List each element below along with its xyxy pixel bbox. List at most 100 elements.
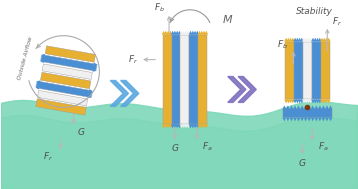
Polygon shape [300, 105, 304, 109]
Polygon shape [162, 31, 166, 35]
Polygon shape [89, 89, 93, 92]
Polygon shape [187, 124, 190, 128]
Polygon shape [302, 99, 306, 103]
Polygon shape [44, 55, 94, 71]
Bar [282, 109, 332, 117]
Polygon shape [93, 67, 97, 69]
Bar [312, 42, 321, 99]
Polygon shape [286, 99, 290, 103]
Polygon shape [41, 56, 45, 58]
Polygon shape [318, 99, 322, 103]
Polygon shape [322, 99, 326, 103]
Polygon shape [40, 59, 44, 62]
Polygon shape [36, 99, 86, 115]
Polygon shape [311, 117, 315, 121]
Polygon shape [306, 99, 310, 103]
Polygon shape [311, 38, 315, 42]
Polygon shape [296, 117, 300, 121]
Polygon shape [88, 94, 92, 97]
Polygon shape [187, 31, 190, 35]
Bar [198, 35, 207, 124]
Polygon shape [321, 105, 325, 109]
Polygon shape [329, 117, 333, 121]
Polygon shape [42, 64, 92, 79]
Polygon shape [309, 99, 313, 103]
Polygon shape [40, 57, 44, 60]
Text: $G$: $G$ [171, 142, 179, 153]
Polygon shape [193, 124, 197, 128]
Polygon shape [180, 124, 184, 128]
Polygon shape [88, 94, 92, 97]
Polygon shape [325, 105, 329, 109]
Polygon shape [36, 82, 40, 85]
Polygon shape [88, 95, 92, 98]
Polygon shape [320, 99, 324, 103]
Polygon shape [315, 38, 319, 42]
Polygon shape [40, 59, 44, 62]
Polygon shape [184, 31, 188, 35]
Polygon shape [121, 81, 139, 106]
Polygon shape [320, 38, 324, 42]
Polygon shape [173, 31, 177, 35]
Polygon shape [311, 99, 315, 103]
Polygon shape [293, 105, 297, 109]
Text: $F_a$: $F_a$ [318, 141, 329, 153]
Polygon shape [202, 124, 206, 128]
Polygon shape [164, 124, 168, 128]
Polygon shape [184, 124, 188, 128]
Polygon shape [200, 124, 204, 128]
Polygon shape [324, 99, 328, 103]
Polygon shape [162, 124, 166, 128]
Polygon shape [93, 68, 97, 71]
Polygon shape [182, 31, 186, 35]
Polygon shape [177, 124, 182, 128]
Polygon shape [297, 38, 301, 42]
Polygon shape [195, 124, 199, 128]
Polygon shape [304, 99, 308, 103]
Polygon shape [282, 105, 286, 109]
Polygon shape [293, 117, 297, 121]
Polygon shape [321, 117, 325, 121]
Polygon shape [93, 67, 97, 70]
Polygon shape [284, 38, 288, 42]
Text: $F_r$: $F_r$ [332, 15, 342, 28]
Polygon shape [171, 31, 175, 35]
Bar [171, 35, 180, 124]
Polygon shape [36, 81, 40, 83]
Polygon shape [286, 117, 290, 121]
Polygon shape [168, 31, 173, 35]
Text: Stability: Stability [296, 7, 333, 16]
Polygon shape [322, 38, 326, 42]
Polygon shape [36, 81, 40, 84]
Bar [303, 42, 312, 99]
Text: $F_b$: $F_b$ [154, 2, 165, 14]
Polygon shape [35, 84, 40, 87]
Polygon shape [36, 84, 40, 87]
Polygon shape [300, 38, 304, 42]
Polygon shape [89, 90, 93, 93]
Polygon shape [314, 105, 318, 109]
Polygon shape [295, 38, 299, 42]
Polygon shape [289, 105, 294, 109]
Text: Outside Airflow: Outside Airflow [18, 35, 34, 80]
Polygon shape [35, 87, 39, 90]
Polygon shape [89, 91, 93, 94]
Polygon shape [189, 124, 193, 128]
Polygon shape [291, 99, 295, 103]
Polygon shape [35, 86, 39, 89]
Polygon shape [318, 38, 322, 42]
Polygon shape [182, 124, 186, 128]
Polygon shape [198, 31, 202, 35]
Polygon shape [289, 117, 294, 121]
Polygon shape [195, 31, 199, 35]
Polygon shape [329, 105, 333, 109]
Polygon shape [313, 99, 317, 103]
Bar [163, 35, 171, 124]
Polygon shape [166, 31, 170, 35]
Polygon shape [318, 105, 322, 109]
Polygon shape [327, 99, 331, 103]
Polygon shape [204, 124, 208, 128]
Polygon shape [327, 38, 331, 42]
Polygon shape [40, 56, 45, 59]
Polygon shape [300, 117, 304, 121]
